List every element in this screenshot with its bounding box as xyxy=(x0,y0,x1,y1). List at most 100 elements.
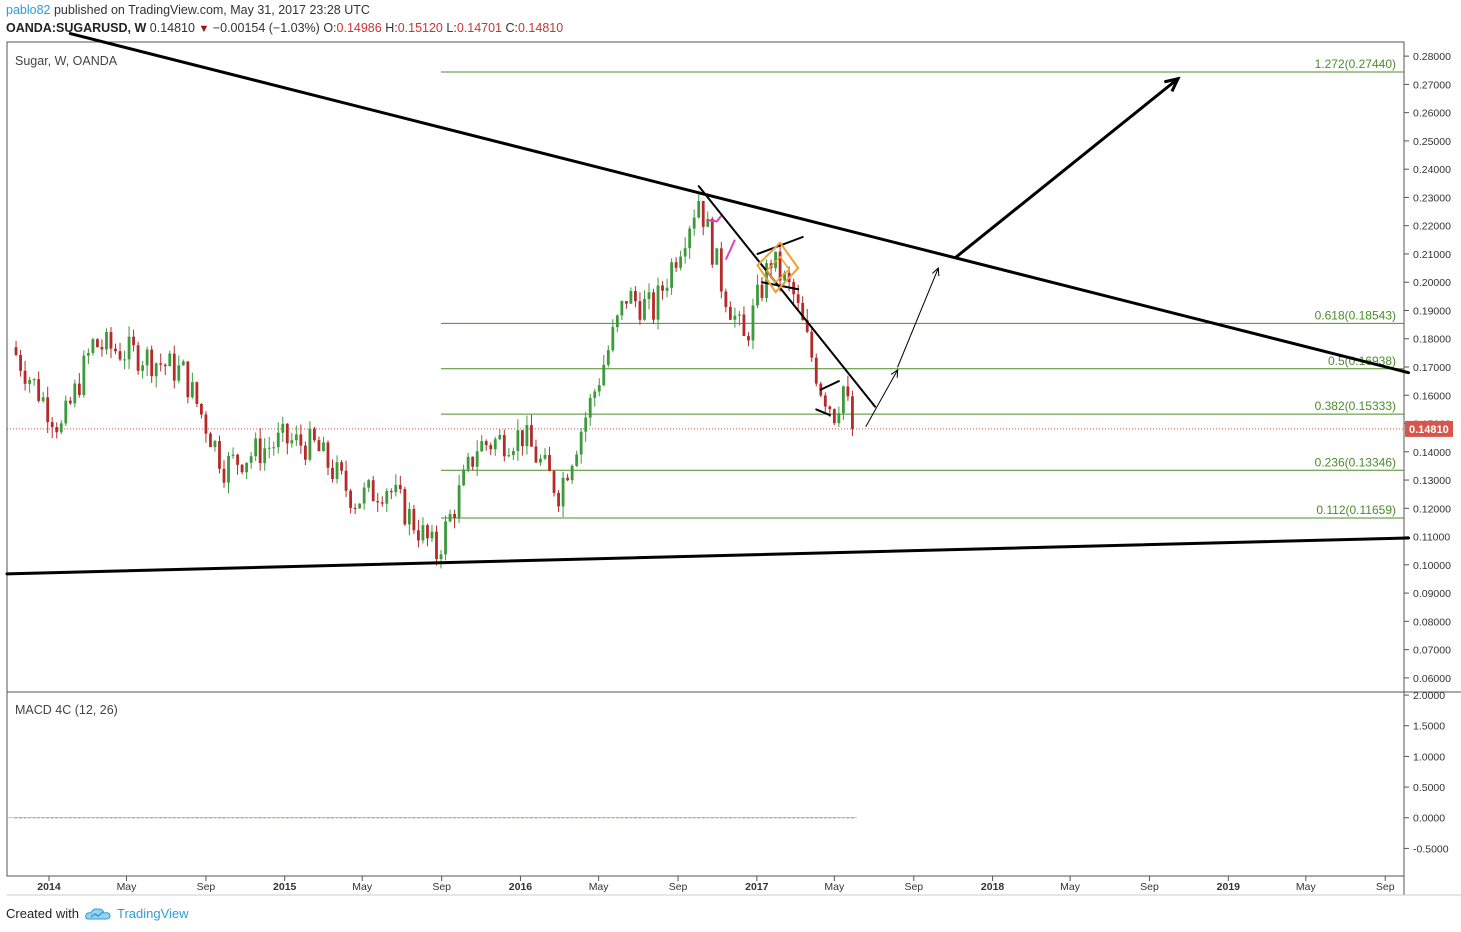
fib-level-label: 0.382(0.15333) xyxy=(1315,399,1396,413)
time-tick-label: Sep xyxy=(432,881,451,893)
current-price-label: 0.14810 xyxy=(1405,420,1453,437)
candle-body xyxy=(114,348,117,352)
candle-body xyxy=(389,490,393,493)
candle-body xyxy=(200,403,203,415)
orange-diamond[interactable] xyxy=(756,241,800,294)
candle-body xyxy=(240,464,244,473)
magenta-mark-top[interactable] xyxy=(707,215,723,223)
candle-body xyxy=(570,465,574,481)
fibonacci-levels[interactable]: 1.272(0.27440)0.618(0.18543)0.5(0.16938)… xyxy=(7,57,1404,519)
price-tick-label: 0.22000 xyxy=(1413,221,1451,233)
candle-body xyxy=(453,513,456,518)
candle-body xyxy=(701,200,705,227)
candle-body xyxy=(331,467,334,480)
candle-body xyxy=(448,513,452,522)
upper-trendline[interactable] xyxy=(68,32,1411,375)
candle-body xyxy=(358,503,362,509)
candle-body xyxy=(620,301,624,316)
candle-body xyxy=(91,339,95,354)
candle-body xyxy=(82,355,86,395)
candle-body xyxy=(606,350,610,365)
candle-body xyxy=(68,400,72,404)
magenta-mark-bottom[interactable] xyxy=(724,239,736,261)
candle-body xyxy=(23,370,27,384)
tradingview-brand[interactable]: TradingView xyxy=(116,906,189,921)
candle-body xyxy=(249,456,253,463)
candle-body xyxy=(127,336,131,360)
candle-body xyxy=(258,438,262,464)
publish-info: pablo82 published on TradingView.com, Ma… xyxy=(6,3,370,17)
time-tick-label: May xyxy=(1296,881,1317,893)
candle-body xyxy=(222,468,226,483)
lower-trendline[interactable] xyxy=(5,536,1411,576)
candle-body xyxy=(525,425,529,447)
candle-body xyxy=(335,462,339,480)
candle-body xyxy=(123,359,126,361)
candle-body xyxy=(697,200,701,218)
candle-body xyxy=(37,379,41,401)
time-tick-label: Sep xyxy=(904,881,923,893)
candle-body xyxy=(480,441,484,452)
candle-body xyxy=(457,485,461,518)
time-tick-label: May xyxy=(117,881,138,893)
descending-trendline[interactable] xyxy=(697,185,877,408)
drawings[interactable] xyxy=(5,32,1411,576)
candle-body xyxy=(810,331,814,358)
candle-body xyxy=(475,451,479,467)
candle-body xyxy=(322,442,325,452)
price-tick-label: 0.16000 xyxy=(1413,390,1451,402)
price-tick-label: 0.07000 xyxy=(1413,645,1451,657)
candle-body xyxy=(498,435,502,440)
candle-body xyxy=(846,386,850,397)
candle-body xyxy=(742,314,746,336)
candle-body xyxy=(539,458,542,463)
macd-pane-frame xyxy=(6,691,1405,877)
price-tick-label: 0.11000 xyxy=(1413,532,1450,544)
time-tick-label: May xyxy=(1060,881,1081,893)
chart-area[interactable]: 1.272(0.27440)0.618(0.18543)0.5(0.16938)… xyxy=(0,0,1461,900)
candle-body xyxy=(313,428,316,441)
candle-body xyxy=(141,365,145,371)
small-arrow-1[interactable] xyxy=(865,369,899,427)
candle-body xyxy=(218,440,221,469)
flag-bottom-line[interactable] xyxy=(815,408,831,417)
time-tick-label: Sep xyxy=(1140,881,1159,893)
low-value: 0.14701 xyxy=(456,21,502,35)
candle-body xyxy=(760,284,764,298)
small-arrow-2[interactable] xyxy=(897,267,939,368)
wedge-top-line[interactable] xyxy=(756,236,804,255)
candle-body xyxy=(394,484,398,493)
small-arrow-2-head xyxy=(932,267,940,277)
candle-body xyxy=(403,489,407,525)
candle-body xyxy=(661,285,664,291)
candle-body xyxy=(159,363,163,365)
big-target-arrow[interactable] xyxy=(954,77,1180,259)
candle-body xyxy=(832,409,836,424)
candle-body xyxy=(738,314,741,316)
price-tick-label: 0.19000 xyxy=(1413,305,1451,317)
candle-body xyxy=(77,383,81,395)
candle-body xyxy=(254,438,258,457)
candle-body xyxy=(516,430,520,452)
candle-body xyxy=(46,397,50,423)
small-arrow-1-head xyxy=(890,368,899,378)
author-link[interactable]: pablo82 xyxy=(6,3,51,17)
candle-body xyxy=(204,414,208,434)
candle-body xyxy=(96,339,99,348)
candle-body xyxy=(28,380,32,384)
wedge-bottom-line[interactable] xyxy=(761,281,800,291)
candle-body xyxy=(19,354,22,371)
flag-top-line[interactable] xyxy=(819,380,840,391)
candle-body xyxy=(575,454,579,466)
price-tick-label: 0.06000 xyxy=(1413,673,1451,685)
price-tick-label: 0.23000 xyxy=(1413,192,1451,204)
candle-body xyxy=(145,349,149,366)
candle-body xyxy=(841,386,845,414)
candle-body xyxy=(285,423,289,444)
footer: Created with TradingView xyxy=(6,906,189,921)
time-tick-label: Sep xyxy=(669,881,688,893)
candle-body xyxy=(227,455,230,483)
time-axis: 2014 May Sep 2015 May Sep 2016 May Sep 2017 May Sep… xyxy=(37,876,1395,893)
candle-body xyxy=(154,363,158,377)
candle-body xyxy=(828,406,832,410)
